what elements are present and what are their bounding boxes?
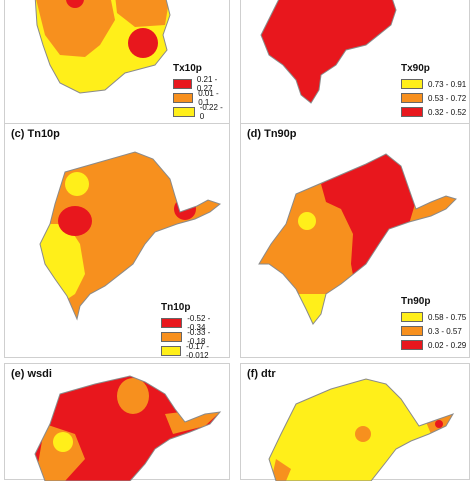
legend-item: -0.17 - -0.012 [161,342,229,360]
legend-swatch [161,332,183,342]
legend-title: Tx10p [173,63,202,74]
panel-tx10p: Tx10p 0.21 - 0.27 0.01 - 0.1 -0.22 - 0 [4,0,230,129]
zone-orange [355,426,371,442]
legend-swatch [401,326,423,336]
legend-label: 0.32 - 0.52 [428,107,467,117]
legend-tx90p: Tx90p 0.73 - 0.91 0.53 - 0.72 0.32 - 0.5… [401,63,466,119]
legend-swatch [173,93,194,103]
legend-label: -0.17 - -0.012 [185,342,210,360]
region-outline [268,378,455,481]
zone-orange [165,409,220,434]
legend-item: 0.02 - 0.29 [401,338,466,352]
map-tn90p [258,153,457,325]
zone-orange [115,0,170,27]
legend-title: Tn90p [401,296,431,307]
map-dtr [268,378,455,481]
legend-label: -0.22 - 0 [199,103,223,121]
zone-red [66,0,84,8]
zone-red [435,420,443,428]
panel-title: (f) dtr [247,368,276,380]
zone-red [174,198,196,220]
map-tx90p [260,0,397,104]
legend-label: 0.58 - 0.75 [428,312,467,322]
legend-item: -0.52 - -0.34 [161,314,229,332]
legend-item: 0.21 - 0.27 [173,75,229,93]
legend-item: 0.58 - 0.75 [401,310,466,324]
legend-item: -0.33 - -0.18 [161,328,229,346]
legend-swatch [173,79,192,89]
zone-red [58,206,92,236]
legend-item: 0.32 - 0.52 [401,105,466,119]
legend-swatch [401,93,423,103]
legend-title: Tn10p [161,302,191,313]
region-outline [39,151,222,321]
legend-swatch [401,340,423,350]
zone-orange [35,424,85,481]
zone-yellow [40,224,85,304]
legend-tn90p: Tn90p 0.58 - 0.75 0.3 - 0.57 0.02 - 0.29 [401,296,466,352]
legend-tn10p: Tn10p -0.52 - -0.34 -0.33 - -0.18 -0.17 … [161,302,229,360]
map-tx10p [34,0,171,94]
legend-item: 0.3 - 0.57 [401,324,466,338]
legend-swatch [401,312,423,322]
zone-yellow [298,212,316,230]
map-tn10p [39,151,222,321]
zone-yellow [53,432,73,452]
legend-tx10p: Tx10p 0.21 - 0.27 0.01 - 0.1 -0.22 - 0 [173,63,229,121]
zone-yellow [65,172,89,196]
legend-swatch [173,107,195,117]
legend-label: 0.73 - 0.91 [428,79,467,89]
zone-red [128,28,158,58]
legend-label: 0.02 - 0.29 [428,340,467,350]
legend-label: -0.33 - -0.18 [187,328,211,346]
panel-tx90p: Tx90p 0.73 - 0.91 0.53 - 0.72 0.32 - 0.5… [240,0,470,129]
region-outline [258,153,457,325]
legend-item: -0.22 - 0 [173,103,229,121]
region-outline [34,375,222,481]
zone-orange [35,0,115,57]
legend-label: 0.53 - 0.72 [428,93,467,103]
map-wsdi [34,375,222,481]
region-outline [34,0,171,94]
panel-dtr: (f) dtr [240,363,470,481]
legend-label: 0.3 - 0.57 [428,326,462,336]
legend-item: 0.53 - 0.72 [401,91,466,105]
region-red [260,0,397,104]
legend-item: 0.73 - 0.91 [401,77,466,91]
panel-title: (c) Tn10p [11,128,60,140]
legend-label: -0.52 - -0.34 [187,314,211,332]
legend-label: 0.21 - 0.27 [196,75,218,93]
panel-wsdi: (e) wsdi [4,363,230,481]
legend-title: Tx90p [401,63,430,74]
legend-swatch [161,346,181,356]
legend-label: 0.01 - 0.1 [198,89,219,107]
panel-title: (d) Tn90p [247,128,297,140]
zone-orange [117,378,149,414]
legend-item: 0.01 - 0.1 [173,89,229,107]
panel-tn90p: (d) Tn90p Tn90p 0.58 - 0.75 0.3 - 0.57 0… [240,123,470,358]
legend-swatch [401,79,423,89]
panel-title: (e) wsdi [11,368,52,380]
legend-swatch [161,318,183,328]
legend-swatch [401,107,423,117]
zone-red [321,154,421,292]
panel-tn10p: (c) Tn10p Tn10p -0.52 - -0.34 -0.33 - -0… [4,123,230,360]
